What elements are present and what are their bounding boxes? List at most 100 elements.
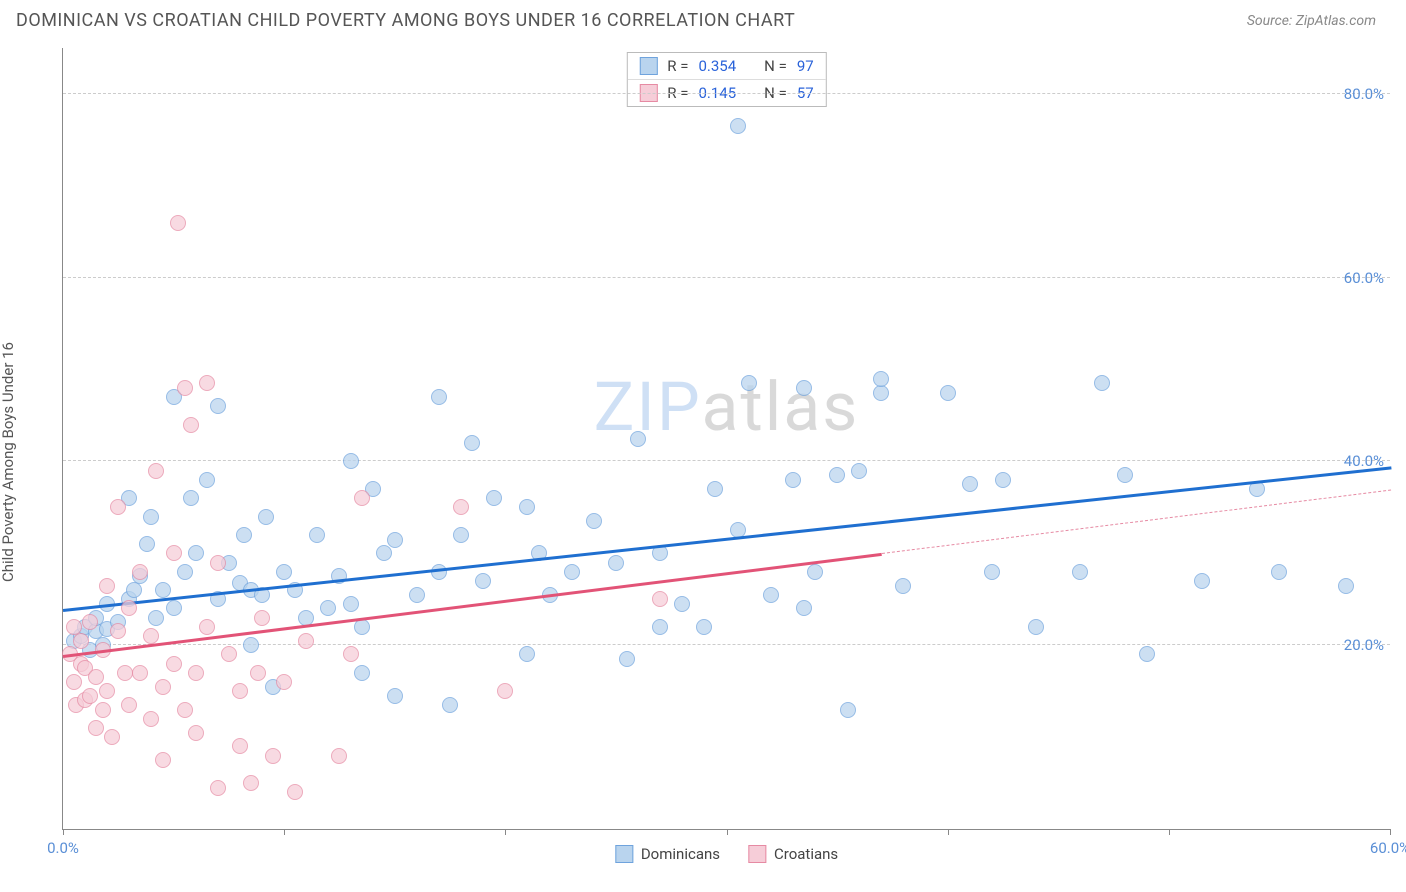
data-point-croatians	[331, 748, 347, 764]
data-point-dominicans	[608, 555, 624, 571]
data-point-croatians	[166, 545, 182, 561]
data-point-dominicans	[320, 600, 336, 616]
legend-swatch-croatians	[748, 845, 766, 863]
data-point-dominicans	[519, 646, 535, 662]
data-point-croatians	[143, 628, 159, 644]
data-point-dominicans	[148, 610, 164, 626]
data-point-dominicans	[343, 596, 359, 612]
data-point-dominicans	[486, 490, 502, 506]
data-point-dominicans	[630, 431, 646, 447]
data-point-dominicans	[829, 467, 845, 483]
data-point-dominicans	[586, 513, 602, 529]
data-point-dominicans	[236, 527, 252, 543]
legend-swatch-dominicans	[615, 845, 633, 863]
data-point-dominicans	[431, 389, 447, 405]
data-point-croatians	[121, 697, 137, 713]
data-point-croatians	[95, 702, 111, 718]
r-label: R =	[667, 57, 688, 75]
data-point-dominicans	[741, 375, 757, 391]
regression-extrapolation-croatians	[882, 490, 1391, 554]
data-point-dominicans	[210, 398, 226, 414]
y-tick-label: 60.0%	[1344, 269, 1384, 287]
data-point-dominicans	[962, 476, 978, 492]
data-point-dominicans	[258, 509, 274, 525]
correlation-legend: R =0.354N =97R =0.145N =57	[626, 52, 826, 107]
data-point-dominicans	[442, 697, 458, 713]
data-point-dominicans	[1072, 564, 1088, 580]
data-point-dominicans	[276, 564, 292, 580]
data-point-dominicans	[619, 651, 635, 667]
data-point-croatians	[343, 646, 359, 662]
data-point-dominicans	[1338, 578, 1354, 594]
data-point-dominicans	[674, 596, 690, 612]
r-value: 0.354	[698, 57, 736, 75]
data-point-dominicans	[243, 637, 259, 653]
data-point-croatians	[265, 748, 281, 764]
data-point-dominicans	[453, 527, 469, 543]
data-point-dominicans	[387, 532, 403, 548]
data-point-dominicans	[519, 499, 535, 515]
x-tick	[284, 829, 285, 835]
data-point-dominicans	[183, 490, 199, 506]
chart-container: Child Poverty Among Boys Under 16 ZIPatl…	[16, 48, 1390, 876]
data-point-dominicans	[464, 435, 480, 451]
data-point-dominicans	[126, 582, 142, 598]
x-tick	[1169, 829, 1170, 835]
data-point-dominicans	[143, 509, 159, 525]
data-point-croatians	[188, 665, 204, 681]
data-point-dominicans	[354, 665, 370, 681]
data-point-croatians	[250, 665, 266, 681]
data-point-dominicans	[763, 587, 779, 603]
data-point-croatians	[66, 674, 82, 690]
data-point-dominicans	[155, 582, 171, 598]
data-point-croatians	[82, 688, 98, 704]
data-point-croatians	[132, 665, 148, 681]
data-point-dominicans	[1028, 619, 1044, 635]
data-point-croatians	[188, 725, 204, 741]
data-point-dominicans	[840, 702, 856, 718]
x-tick	[505, 829, 506, 835]
gridline	[63, 277, 1390, 278]
data-point-croatians	[354, 490, 370, 506]
data-point-croatians	[155, 679, 171, 695]
data-point-dominicans	[354, 619, 370, 635]
series-label: Dominicans	[641, 845, 720, 863]
data-point-dominicans	[309, 527, 325, 543]
x-tick	[63, 829, 64, 835]
data-point-croatians	[254, 610, 270, 626]
gridline	[63, 644, 1390, 645]
data-point-dominicans	[199, 472, 215, 488]
data-point-dominicans	[409, 587, 425, 603]
data-point-dominicans	[1139, 646, 1155, 662]
data-point-croatians	[497, 683, 513, 699]
data-point-dominicans	[730, 118, 746, 134]
data-point-croatians	[148, 463, 164, 479]
data-point-croatians	[276, 674, 292, 690]
data-point-croatians	[298, 633, 314, 649]
data-point-croatians	[82, 614, 98, 630]
data-point-dominicans	[807, 564, 823, 580]
data-point-croatians	[166, 656, 182, 672]
regression-line-dominicans	[63, 467, 1391, 612]
series-legend-item-croatians: Croatians	[748, 845, 838, 863]
data-point-dominicans	[188, 545, 204, 561]
x-tick-label: 0.0%	[47, 839, 79, 857]
x-tick	[1390, 829, 1391, 835]
series-legend: Dominicans Croatians	[615, 845, 838, 863]
n-label: N =	[764, 57, 787, 75]
data-point-croatians	[155, 752, 171, 768]
y-tick-label: 80.0%	[1344, 85, 1384, 103]
data-point-dominicans	[376, 545, 392, 561]
data-point-croatians	[199, 619, 215, 635]
data-point-croatians	[110, 623, 126, 639]
data-point-dominicans	[696, 619, 712, 635]
data-point-croatians	[199, 375, 215, 391]
data-point-dominicans	[387, 688, 403, 704]
data-point-dominicans	[475, 573, 491, 589]
y-axis-label: Child Poverty Among Boys Under 16	[0, 342, 17, 582]
source-credit: Source: ZipAtlas.com	[1247, 13, 1376, 29]
plot-area: ZIPatlas R =0.354N =97R =0.145N =57 Domi…	[62, 48, 1390, 830]
data-point-croatians	[221, 646, 237, 662]
gridline	[63, 93, 1390, 94]
data-point-croatians	[88, 669, 104, 685]
